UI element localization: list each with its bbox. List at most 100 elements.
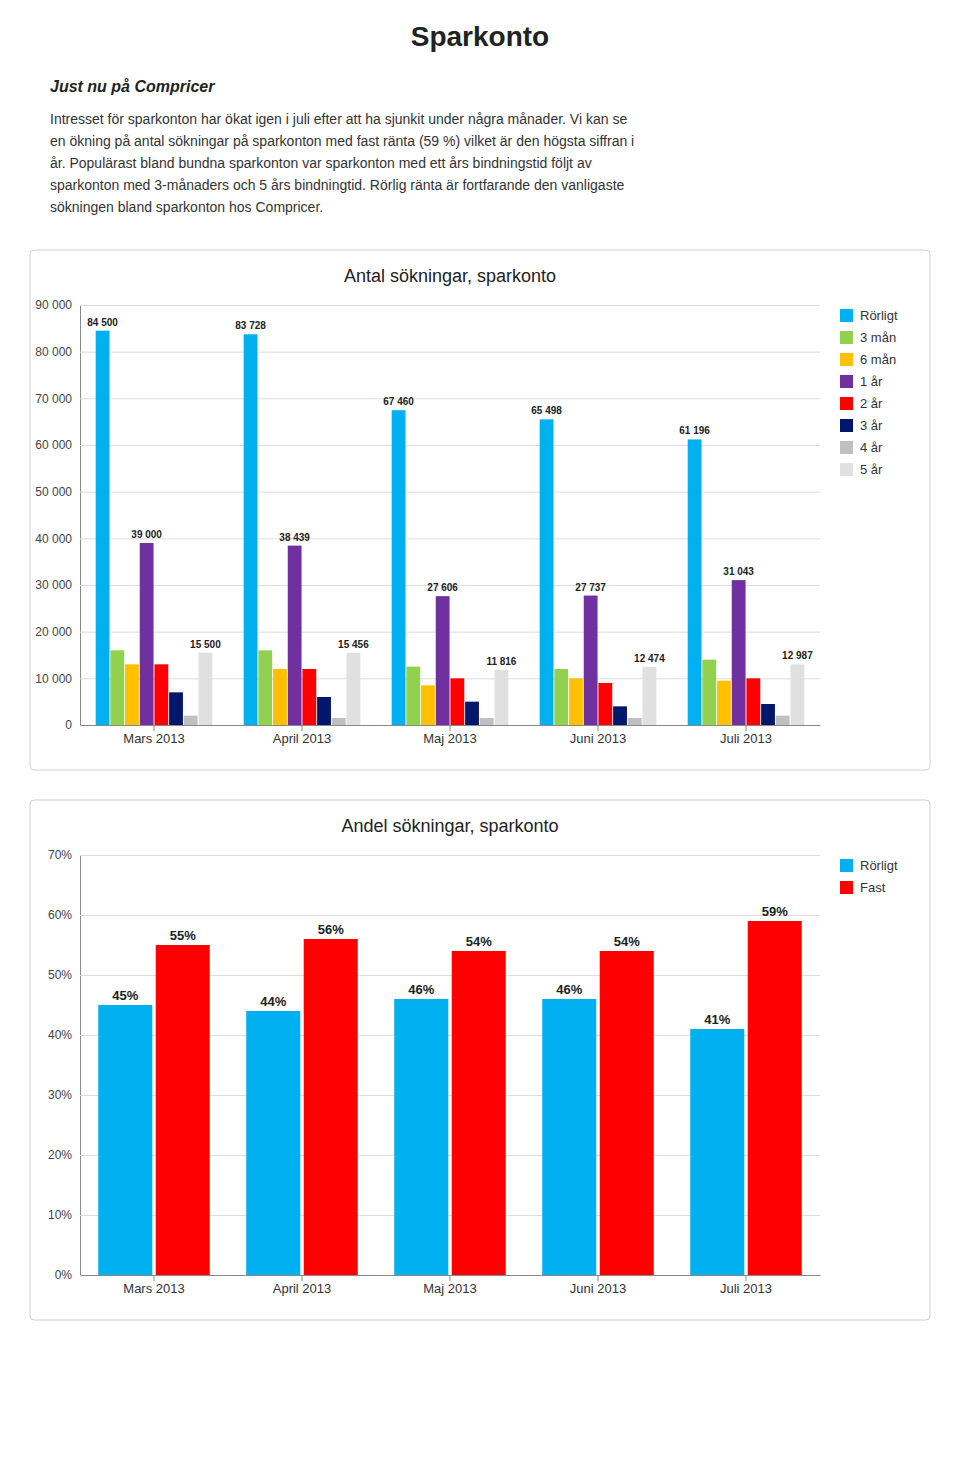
bar [317, 697, 331, 725]
data-label: 41% [704, 1012, 730, 1027]
legend-label: Fast [860, 880, 886, 895]
data-label: 61 196 [679, 425, 710, 436]
x-axis: Mars 2013April 2013Maj 2013Juni 2013Juli… [81, 725, 821, 746]
grid-line [80, 538, 820, 539]
tick-mark [450, 725, 451, 731]
y-tick: 90 000 [35, 298, 820, 312]
bar [761, 704, 775, 725]
tick-mark [746, 1275, 747, 1281]
body-text: år. Populärast bland bundna sparkonton v… [50, 155, 592, 171]
x-tick-label: Juni 2013 [570, 1281, 626, 1296]
data-labels: 45%44%46%46%41%55%56%54%54%59% [112, 904, 788, 1027]
bar [452, 951, 506, 1275]
data-label: 38 439 [279, 532, 310, 543]
data-label: 84 500 [87, 317, 118, 328]
bar-series [184, 716, 790, 725]
grid-line [80, 855, 820, 856]
bar [421, 685, 435, 725]
x-tick-label: Maj 2013 [423, 731, 476, 746]
bar [406, 667, 420, 725]
bar-series [199, 653, 805, 725]
y-tick-label: 60% [48, 908, 72, 922]
data-label: 11 816 [486, 656, 516, 667]
bar [702, 660, 716, 725]
tick-mark [598, 1275, 599, 1281]
tick-mark [154, 725, 155, 731]
x-tick-label: Mars 2013 [123, 731, 184, 746]
bar [347, 653, 361, 725]
legend-label: Rörligt [860, 858, 898, 873]
chart: Andel sökningar, sparkonto0%10%20%30%40%… [30, 800, 930, 1320]
x-tick: Maj 2013 [423, 1275, 476, 1296]
x-tick-label: Juli 2013 [720, 731, 772, 746]
data-label: 15 456 [338, 639, 369, 650]
legend-swatch [840, 859, 853, 872]
legend-swatch [840, 419, 853, 432]
x-tick: Mars 2013 [123, 725, 184, 746]
grid-line [80, 492, 820, 493]
y-tick-label: 30% [48, 1088, 72, 1102]
bar [643, 667, 657, 725]
bar [302, 669, 316, 725]
y-axis: 010 00020 00030 00040 00050 00060 00070 … [35, 298, 820, 732]
bar-series [169, 692, 775, 725]
y-tick-label: 20 000 [35, 625, 72, 639]
x-axis: Mars 2013April 2013Maj 2013Juni 2013Juli… [81, 1275, 821, 1296]
bar-series [125, 664, 731, 725]
legend-label: 3 mån [860, 330, 896, 345]
legend-label: 1 år [860, 374, 883, 389]
legend: Rörligt3 mån6 mån1 år2 år3 år4 år5 år [840, 308, 898, 477]
bar [465, 702, 479, 725]
legend-label: 4 år [860, 440, 883, 455]
bar [540, 419, 554, 725]
legend-item: 2 år [840, 396, 883, 411]
legend-item: 5 år [840, 462, 883, 477]
data-label: 56% [318, 922, 344, 937]
legend-item: 6 mån [840, 352, 896, 367]
x-tick-label: Juni 2013 [570, 731, 626, 746]
data-label: 54% [614, 934, 640, 949]
x-tick-label: Juli 2013 [720, 1281, 772, 1296]
y-tick-label: 50% [48, 968, 72, 982]
grid-line [80, 305, 820, 306]
bar [304, 939, 358, 1275]
legend-item: 3 mån [840, 330, 896, 345]
legend-item: 1 år [840, 374, 883, 389]
tick-mark [302, 725, 303, 731]
tick-mark [154, 1275, 155, 1281]
y-tick: 60% [48, 908, 820, 922]
x-tick: Juni 2013 [570, 725, 626, 746]
y-tick-label: 0% [55, 1268, 73, 1282]
bar [244, 334, 258, 725]
legend-swatch [840, 881, 853, 894]
body-text: sökningen bland sparkonton hos Compricer… [50, 199, 323, 215]
bars [96, 331, 805, 725]
data-label: 83 728 [235, 320, 266, 331]
tick-mark [302, 1275, 303, 1281]
legend-swatch [840, 375, 853, 388]
chart: Antal sökningar, sparkonto010 00020 0003… [30, 250, 930, 770]
bar [110, 650, 124, 725]
bar [688, 439, 702, 725]
legend-swatch [840, 331, 853, 344]
bar [258, 650, 272, 725]
bar [554, 669, 568, 725]
bar [495, 670, 509, 725]
bar [125, 664, 139, 725]
data-label: 55% [170, 928, 196, 943]
legend-swatch [840, 463, 853, 476]
y-tick-label: 80 000 [35, 345, 72, 359]
data-label: 65 498 [531, 405, 562, 416]
chart-title: Antal sökningar, sparkonto [344, 266, 556, 286]
x-tick-label: Mars 2013 [123, 1281, 184, 1296]
x-tick: Juni 2013 [570, 1275, 626, 1296]
x-tick: Juli 2013 [720, 1275, 772, 1296]
legend-item: Rörligt [840, 308, 898, 323]
y-tick-label: 10 000 [35, 672, 72, 686]
bar [169, 692, 183, 725]
x-tick: Mars 2013 [123, 1275, 184, 1296]
data-label: 59% [762, 904, 788, 919]
y-tick-label: 20% [48, 1148, 72, 1162]
bar [569, 678, 583, 725]
bar [717, 681, 731, 725]
